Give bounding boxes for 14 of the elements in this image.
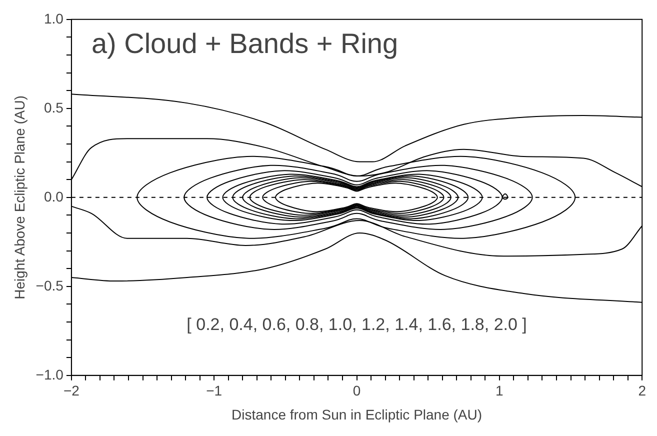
annotation: [ 0.2, 0.4, 0.6, 0.8, 1.0, 1.2, 1.4, 1.6, 1.8, 2.0 ] (186, 315, 527, 334)
x-tick-label: 1 (496, 382, 504, 399)
x-tick-label: 2 (638, 382, 646, 399)
x-tick-label: 0 (352, 382, 361, 399)
y-tick-label: 0.0 (44, 188, 64, 204)
y-tick-label: −0.5 (36, 277, 64, 294)
y-tick-label: 1.0 (44, 10, 64, 26)
x-tick-label: −2 (63, 382, 80, 399)
y-tick-label: 0.5 (44, 99, 64, 116)
y-axis-title: Height Above Ecliptic Plane (AU) (11, 95, 28, 300)
y-tick-label: −1.0 (36, 366, 64, 382)
chart-title: a) Cloud + Bands + Ring (91, 28, 398, 60)
x-tick-label: −1 (206, 382, 222, 399)
x-axis-title: Distance from Sun in Ecliptic Plane (AU) (232, 406, 482, 422)
